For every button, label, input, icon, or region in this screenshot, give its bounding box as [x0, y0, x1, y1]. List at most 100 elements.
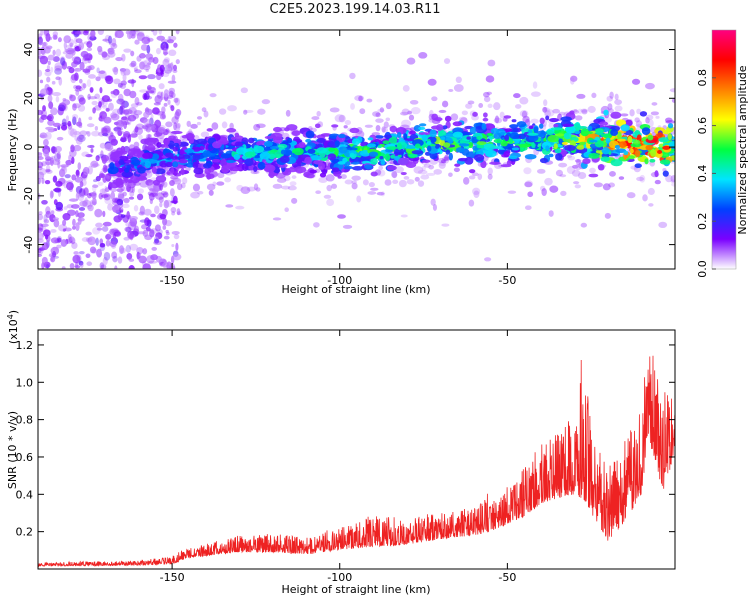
halo-speck — [342, 224, 353, 229]
noise-speck — [122, 217, 128, 223]
echo-cell — [234, 132, 240, 138]
noise-speck — [152, 30, 158, 36]
noise-speck — [85, 237, 93, 243]
echo-cell — [486, 132, 493, 137]
noise-speck — [72, 103, 77, 111]
noise-speck — [60, 57, 66, 66]
noise-speck — [86, 47, 93, 52]
echo-cell — [280, 149, 286, 155]
echo-cell — [287, 137, 293, 144]
halo-speck — [631, 78, 641, 85]
snr-y-tick-label: 0.6 — [16, 451, 34, 464]
halo-speck — [635, 120, 642, 127]
echo-cell — [129, 175, 140, 184]
noise-speck — [62, 99, 71, 106]
halo-speck — [139, 180, 149, 188]
noise-speck — [46, 65, 51, 70]
noise-speck — [150, 213, 156, 218]
echo-cell — [305, 130, 315, 139]
echo-cell — [263, 140, 273, 147]
noise-speck — [52, 175, 58, 183]
echo-cell — [561, 141, 568, 145]
noise-speck — [162, 71, 170, 78]
halo-speck — [143, 125, 149, 131]
halo-speck — [487, 103, 493, 109]
noise-speck — [175, 59, 180, 65]
noise-speck — [134, 126, 139, 133]
noise-speck — [122, 191, 127, 197]
noise-speck — [57, 37, 62, 43]
echo-cell — [370, 171, 378, 177]
halo-speck — [417, 180, 425, 187]
halo-speck — [570, 77, 575, 85]
noise-speck — [78, 117, 82, 126]
colorbar-tick-label: 0.4 — [696, 165, 709, 183]
echo-cell — [422, 159, 431, 163]
echo-cell — [409, 130, 416, 135]
noise-speck — [163, 199, 170, 209]
noise-speck — [56, 244, 62, 249]
halo-speck — [367, 191, 377, 195]
echo-cell — [647, 134, 654, 141]
noise-speck — [78, 207, 86, 211]
halo-speck — [122, 109, 133, 115]
echo-cell — [233, 153, 241, 161]
noise-speck — [70, 204, 80, 209]
echo-cell — [156, 142, 162, 149]
halo-speck — [176, 211, 182, 216]
noise-speck — [46, 76, 51, 83]
halo-speck — [243, 109, 248, 115]
noise-speck — [69, 263, 75, 269]
echo-cell — [518, 143, 531, 148]
echo-cell — [581, 130, 593, 135]
noise-speck — [72, 225, 76, 230]
echo-cell — [151, 166, 157, 174]
noise-speck — [38, 69, 43, 77]
snr-y-tick-label: 0.4 — [16, 488, 34, 501]
halo-speck — [110, 187, 117, 193]
halo-speck — [337, 214, 346, 219]
halo-speck — [453, 167, 460, 173]
echo-cell — [550, 127, 563, 131]
noise-speck — [159, 183, 163, 191]
noise-speck — [89, 246, 97, 254]
noise-speck — [76, 191, 82, 198]
halo-speck — [468, 199, 475, 207]
noise-speck — [52, 250, 57, 258]
snr-series-line — [38, 355, 675, 568]
echo-cell — [170, 130, 183, 135]
halo-speck — [527, 191, 534, 198]
noise-speck — [44, 179, 51, 185]
halo-speck — [468, 175, 476, 180]
halo-speck — [235, 205, 245, 210]
echo-cell — [481, 123, 487, 130]
echo-cell — [483, 112, 488, 118]
halo-speck — [209, 93, 217, 98]
echo-cell — [553, 123, 559, 128]
echo-cell — [382, 140, 390, 145]
noise-speck — [38, 211, 43, 216]
echo-cell — [433, 117, 443, 122]
halo-speck — [255, 123, 266, 129]
echo-cell — [548, 117, 559, 123]
noise-speck — [55, 201, 64, 211]
noise-speck — [113, 78, 121, 85]
noise-speck — [169, 179, 175, 187]
echo-cell — [509, 127, 519, 133]
halo-speck — [253, 183, 259, 191]
halo-speck — [400, 214, 408, 218]
noise-speck — [170, 175, 179, 180]
echo-cell — [645, 144, 654, 151]
echo-cell — [563, 132, 572, 140]
echo-cell — [511, 147, 520, 151]
halo-speck — [240, 87, 248, 94]
noise-speck — [69, 42, 74, 48]
echo-cell — [528, 125, 534, 130]
noise-speck — [78, 250, 85, 255]
echo-cell — [548, 153, 554, 158]
noise-speck — [38, 36, 43, 46]
noise-speck — [68, 38, 75, 46]
halo-speck — [370, 187, 379, 191]
noise-speck — [172, 195, 178, 205]
spectrogram-y-tick-label: 0 — [22, 144, 35, 151]
